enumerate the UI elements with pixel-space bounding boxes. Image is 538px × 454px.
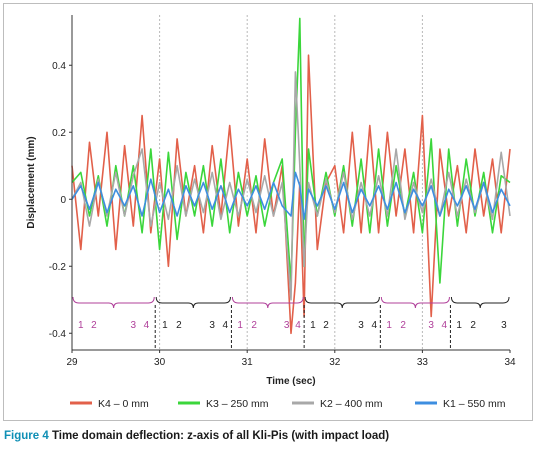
x-tick-label: 34	[504, 357, 516, 368]
phase-label: 2	[176, 320, 182, 331]
y-tick-label: -0.4	[49, 329, 67, 340]
phase-label: 2	[91, 320, 97, 331]
x-tick-label: 31	[242, 357, 254, 368]
y-tick-label: 0.2	[52, 128, 66, 139]
phase-label: 1	[386, 320, 392, 331]
phase-label: 2	[323, 320, 329, 331]
phase-label: 1	[237, 320, 243, 331]
figure-caption-text: Time domain deflection: z-axis of all Kl…	[51, 430, 390, 442]
phase-label: 1	[162, 320, 168, 331]
legend-label-1: K4 – 0 mm	[98, 398, 149, 410]
phase-brace-6	[450, 296, 510, 309]
legend-label-3: K2 – 400 mm	[320, 398, 383, 410]
series-line-2	[71, 17, 511, 284]
phase-brace-3	[231, 296, 304, 309]
phase-label: 4	[223, 320, 229, 331]
phase-label: 1	[456, 320, 462, 331]
x-axis-title: Time (sec)	[266, 376, 315, 387]
y-tick-label: -0.2	[49, 262, 67, 273]
y-tick-label: 0.4	[52, 61, 66, 72]
phase-label: 3	[358, 320, 364, 331]
y-axis-title: Displacement (mm)	[26, 136, 37, 228]
chart-frame	[3, 3, 533, 421]
phase-label: 4	[295, 320, 301, 331]
x-tick-label: 32	[329, 357, 341, 368]
phase-label: 2	[251, 320, 257, 331]
phase-label: 1	[310, 320, 316, 331]
legend-label-4: K1 – 550 mm	[443, 398, 506, 410]
phase-label: 3	[428, 320, 434, 331]
phase-brace-5	[380, 296, 450, 309]
phase-label: 4	[144, 320, 150, 331]
phase-brace-2	[155, 296, 231, 309]
phase-label: 4	[371, 320, 377, 331]
phase-label: 3	[501, 320, 507, 331]
x-tick-label: 30	[154, 357, 166, 368]
series-line-3	[71, 71, 511, 301]
x-tick-label: 33	[417, 357, 429, 368]
phase-label: 4	[442, 320, 448, 331]
figure-number: Figure 4	[4, 430, 49, 442]
phase-label: 2	[400, 320, 406, 331]
phase-label: 2	[470, 320, 476, 331]
phase-label: 3	[209, 320, 215, 331]
phase-label: 3	[131, 320, 137, 331]
phase-label: 3	[284, 320, 290, 331]
phase-brace-1	[72, 296, 155, 309]
phase-label: 1	[78, 320, 84, 331]
y-tick-label: 0	[60, 195, 66, 206]
legend-label-2: K3 – 250 mm	[206, 398, 269, 410]
figure-caption: Figure 4 Time domain deflection: z-axis …	[4, 430, 389, 442]
series-line-4	[71, 171, 511, 221]
x-tick-label: 29	[66, 357, 78, 368]
phase-brace-4	[304, 296, 380, 309]
